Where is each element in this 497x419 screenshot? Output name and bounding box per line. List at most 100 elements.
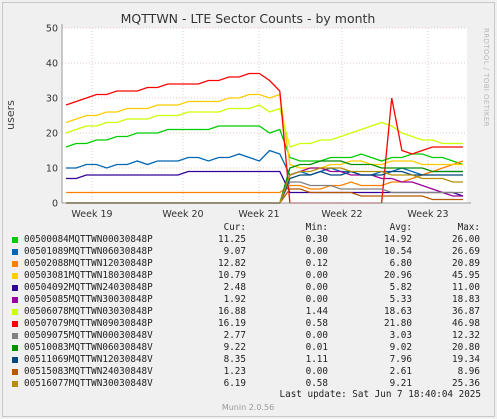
rrdtool-credit: RRDTOOL / TOBI OETIKER — [482, 28, 490, 127]
series-max: 36.87 — [452, 306, 480, 317]
series-max: 19.34 — [452, 354, 480, 365]
legend-swatch — [12, 273, 18, 279]
legend-swatch — [12, 249, 18, 255]
series-cur: 2.48 — [223, 282, 246, 293]
y-tick-label: 0 — [52, 199, 58, 210]
legend-swatch — [12, 261, 18, 267]
col-min-label: Min: — [305, 222, 328, 233]
series-max: 18.83 — [452, 294, 480, 305]
legend-row: 00511069MQTTWN12030848V 8.35 1.11 7.96 19.34 — [10, 354, 488, 366]
series-name: 00511069MQTTWN12030848V — [24, 354, 153, 365]
axes: 0 10 20 30 40 50 Week 19 Week 20 Week 21 Week 22 W… — [46, 24, 471, 220]
col-max-label: Max: — [457, 222, 480, 233]
series-max: 45.95 — [452, 270, 480, 281]
y-tick-label: 40 — [46, 59, 58, 70]
series-name: 00509075MQTTWN00030848V — [24, 330, 153, 341]
legend-row: 00500084MQTTWN00030848P 11.25 0.30 14.92 26.… — [10, 234, 488, 246]
series-avg: 10.54 — [384, 246, 412, 257]
legend-swatch — [12, 321, 18, 327]
legend-row: 00504092MQTTWN24030848P 2.48 0.00 5.82 11.00 — [10, 282, 488, 294]
series-cur: 6.19 — [223, 378, 246, 389]
series-line — [65, 93, 463, 169]
series-min: 0.00 — [305, 270, 328, 281]
x-tick-label: Week 20 — [162, 209, 203, 220]
series-name: 00500084MQTTWN00030848P — [24, 234, 153, 245]
legend-row: 00516077MQTTWN30030848V 6.19 0.58 9.21 25.36 — [10, 378, 488, 390]
series-min: 0.58 — [305, 318, 328, 329]
legend-swatch — [12, 237, 18, 243]
series-max: 26.00 — [452, 234, 480, 245]
series-avg: 5.33 — [389, 294, 412, 305]
series-cur: 1.23 — [223, 366, 246, 377]
series-cur: 9.22 — [223, 342, 246, 353]
y-tick-label: 10 — [46, 164, 58, 175]
x-tick-label: Week 22 — [321, 209, 362, 220]
series-name: 00515083MQTTWN24030848V — [24, 366, 153, 377]
legend-header: Cur: Min: Avg: Max: — [10, 222, 488, 234]
last-update: Last update: Sat Jun 7 18:40:04 2025 — [279, 389, 482, 400]
series-avg: 20.96 — [384, 270, 412, 281]
series-avg: 21.80 — [384, 318, 412, 329]
series-name: 00516077MQTTWN30030848V — [24, 378, 153, 389]
series-min: 0.00 — [305, 366, 328, 377]
series-max: 12.32 — [452, 330, 480, 341]
plot-area — [62, 28, 467, 203]
legend-row: 00505085MQTTWN30030848P 1.92 0.00 5.33 18.83 — [10, 294, 488, 306]
series-name: 00503081MQTTWN18030848P — [24, 270, 153, 281]
series-cur: 16.88 — [218, 306, 246, 317]
series-cur: 1.92 — [223, 294, 246, 305]
series-avg: 2.61 — [389, 366, 412, 377]
series-line — [65, 72, 463, 204]
legend-row: 00502088MQTTWN12030848P 12.82 0.12 6.80 20.8… — [10, 258, 488, 270]
legend-swatch — [12, 297, 18, 303]
legend-row: 00510083MQTTWN06030848V 9.22 0.01 9.02 20.80 — [10, 342, 488, 354]
y-tick-label: 50 — [46, 24, 58, 35]
series-avg: 6.80 — [389, 258, 412, 269]
series-min: 0.00 — [305, 330, 328, 341]
series-min: 1.11 — [305, 354, 328, 365]
legend-row: 00506078MQTTWN03030848P 16.88 1.44 18.63 36.… — [10, 306, 488, 318]
legend: Cur: Min: Avg: Max: 00500084MQTTWN000308… — [10, 222, 488, 390]
series-min: 0.30 — [305, 234, 328, 245]
series-min: 0.01 — [305, 342, 328, 353]
legend-swatch — [12, 357, 18, 363]
col-cur-label: Cur: — [223, 222, 246, 233]
legend-swatch — [12, 333, 18, 339]
series-avg: 5.82 — [389, 282, 412, 293]
series-line — [66, 160, 464, 194]
series-max: 46.98 — [452, 318, 480, 329]
x-tick-label: Week 21 — [238, 209, 279, 220]
series-avg: 7.96 — [389, 354, 412, 365]
series-max: 11.00 — [452, 282, 480, 293]
y-axis-label: users — [4, 100, 17, 130]
series-min: 0.58 — [305, 378, 328, 389]
series-cur: 8.35 — [223, 354, 246, 365]
series-cur: 10.79 — [218, 270, 246, 281]
series-max: 20.80 — [452, 342, 480, 353]
series-avg: 9.02 — [389, 342, 412, 353]
series-name: 00506078MQTTWN03030848P — [24, 306, 153, 317]
series-avg: 3.03 — [389, 330, 412, 341]
col-avg-label: Avg: — [389, 222, 412, 233]
series-name: 00501089MQTTWN06030848P — [24, 246, 153, 257]
series-line — [65, 104, 463, 148]
series-line — [66, 149, 463, 176]
series-cur: 16.19 — [218, 318, 246, 329]
series-name: 00502088MQTTWN12030848P — [24, 258, 153, 269]
series-cur: 12.82 — [218, 258, 246, 269]
y-tick-label: 20 — [46, 129, 58, 140]
series-avg: 14.92 — [384, 234, 412, 245]
legend-swatch — [12, 309, 18, 315]
series-min: 0.00 — [305, 282, 328, 293]
series-max: 25.36 — [452, 378, 480, 389]
x-tick-label: Week 19 — [71, 209, 112, 220]
series-min: 0.12 — [305, 258, 328, 269]
series-min: 0.00 — [305, 294, 328, 305]
legend-swatch — [12, 345, 18, 351]
series-avg: 18.63 — [384, 306, 412, 317]
legend-row: 00509075MQTTWN00030848V 2.77 0.00 3.03 12.32 — [10, 330, 488, 342]
y-tick-label: 30 — [46, 94, 58, 105]
legend-swatch — [12, 369, 18, 375]
series-line — [65, 125, 464, 166]
series-cur: 11.25 — [218, 234, 246, 245]
